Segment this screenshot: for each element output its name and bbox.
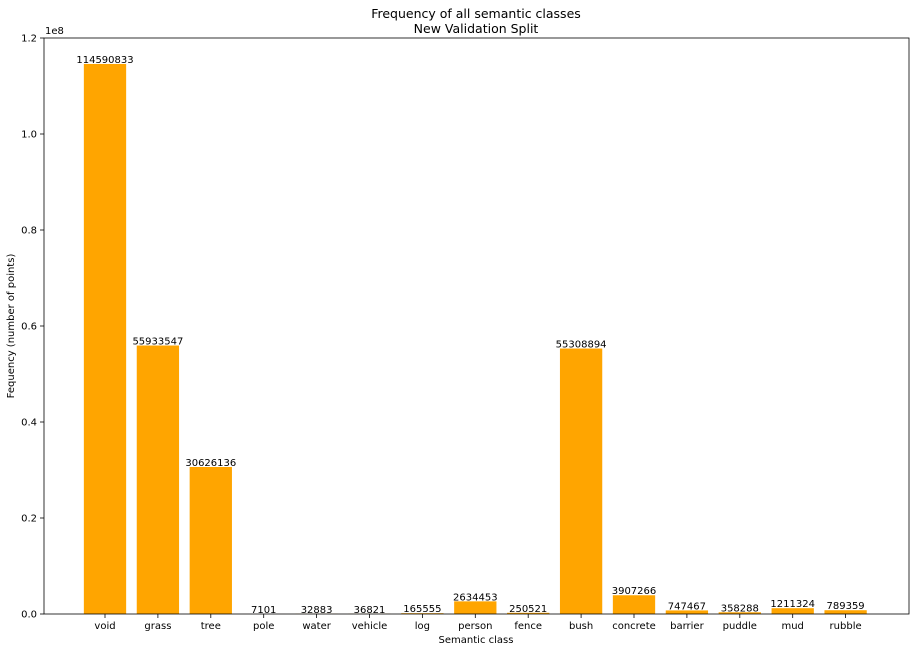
y-tick-label: 0.4: [21, 418, 37, 429]
x-tick-label-grass: grass: [144, 621, 171, 632]
x-axis-label: Semantic class: [439, 635, 514, 646]
x-tick-label-fence: fence: [514, 621, 542, 632]
value-label-person: 2634453: [453, 592, 498, 603]
value-label-tree: 30626136: [185, 458, 236, 469]
bar-value-labels: 114590833 55933547 30626136 7101 32883 36821 1…: [76, 55, 864, 616]
x-tick-label-vehicle: vehicle: [352, 621, 388, 632]
y-axis: 0.0 0.2 0.4 0.6 0.8 1.0 1.2: [21, 34, 44, 621]
bar-person: [454, 601, 497, 614]
x-tick-label-void: void: [94, 621, 115, 632]
x-tick-label-rubble: rubble: [830, 621, 862, 632]
value-label-void: 114590833: [76, 55, 133, 66]
value-label-rubble: 789359: [827, 601, 865, 612]
x-tick-label-person: person: [458, 621, 492, 632]
x-tick-label-concrete: concrete: [612, 621, 656, 632]
chart-title: Frequency of all semantic classes: [371, 6, 581, 21]
bar-puddle: [718, 612, 761, 614]
x-tick-label-water: water: [302, 621, 331, 632]
bar-void: [83, 63, 127, 615]
bar-mud: [771, 608, 814, 614]
value-label-concrete: 3907266: [612, 586, 657, 597]
x-tick-label-bush: bush: [569, 621, 593, 632]
y-tick-label: 0.8: [21, 226, 37, 237]
x-tick-label-barrier: barrier: [670, 621, 704, 632]
bar-fence: [507, 612, 550, 614]
value-label-water: 32883: [301, 605, 333, 616]
bar-rubble: [824, 610, 867, 614]
bars: [83, 63, 867, 615]
value-label-vehicle: 36821: [354, 605, 386, 616]
x-tick-label-mud: mud: [781, 621, 803, 632]
value-label-pole: 7101: [251, 605, 276, 616]
y-tick-label: 0.6: [21, 322, 37, 333]
bar-tree: [189, 466, 232, 614]
y-tick-label: 0.2: [21, 514, 37, 525]
value-label-log: 165555: [403, 604, 441, 615]
bar-barrier: [665, 610, 709, 614]
x-tick-label-tree: tree: [201, 621, 221, 632]
x-tick-label-puddle: puddle: [723, 621, 757, 632]
y-tick-label: 0.0: [21, 610, 37, 621]
value-label-mud: 1211324: [770, 599, 815, 610]
bar-concrete: [612, 595, 656, 614]
x-axis: void grass tree pole water vehicle log person fe…: [94, 614, 862, 632]
bar-bush: [559, 348, 603, 614]
x-tick-label-pole: pole: [253, 621, 274, 632]
chart-subtitle: New Validation Split: [414, 21, 539, 36]
value-label-barrier: 747467: [668, 601, 706, 612]
value-label-puddle: 358288: [721, 603, 759, 614]
x-tick-label-log: log: [415, 621, 430, 632]
plot-frame: [43, 37, 910, 615]
y-tick-label: 1.2: [21, 34, 37, 45]
y-offset-label: 1e8: [45, 26, 64, 37]
value-label-grass: 55933547: [132, 337, 183, 348]
y-axis-label: Fequency (number of points): [6, 254, 17, 399]
y-tick-label: 1.0: [21, 130, 37, 141]
value-label-fence: 250521: [509, 604, 547, 615]
value-label-bush: 55308894: [556, 340, 607, 351]
bar-grass: [136, 345, 180, 614]
